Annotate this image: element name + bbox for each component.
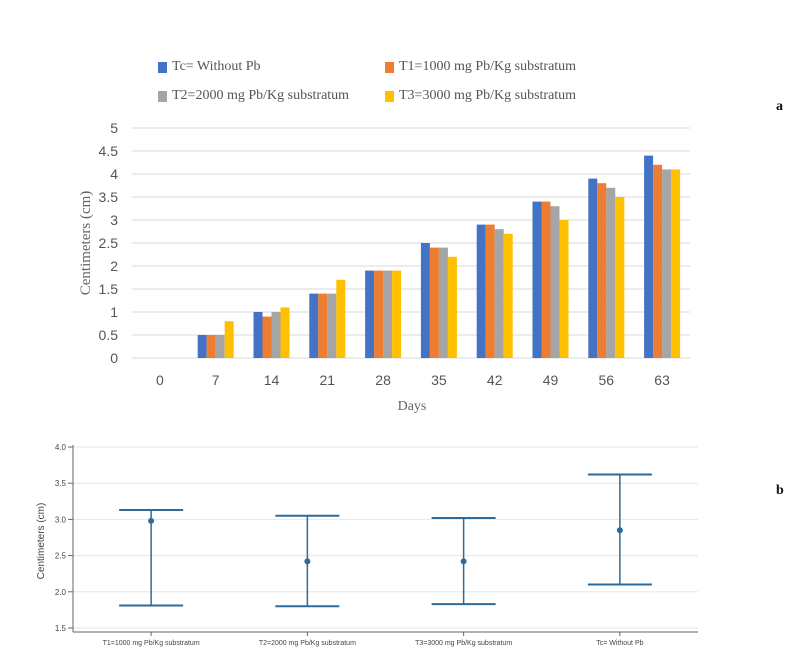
panel-label-a: a: [776, 99, 783, 114]
chart-b-gridlines: [73, 446, 698, 629]
chart-a-bar: [262, 316, 272, 358]
chart-b-y-tick-label: 2.0: [55, 588, 67, 597]
chart-b-x-tick-label: T2=2000 mg Pb/Kg substratum: [259, 640, 356, 647]
chart-a-x-tick-label: 35: [431, 372, 447, 388]
chart-a-bar: [494, 229, 504, 358]
legend-label-tc: Tc= Without Pb: [172, 59, 261, 74]
chart-a-bar: [476, 224, 486, 358]
chart-a-bar: [271, 312, 281, 358]
chart-a-y-tick-label: 3.5: [99, 189, 119, 205]
chart-a-bar: [318, 293, 328, 358]
legend-swatch-tc: [158, 61, 167, 73]
chart-a-bar: [503, 233, 513, 358]
chart-a-x-ticks: 0 7 14 21 28 35 42 49 56 63: [156, 372, 670, 388]
chart-a-bar-chart: 0 0.5 1 1.5 2 2.5 3 3.5 4 4.5 5 0 7 14 21 28 35 42 49 56 63…: [78, 120, 690, 414]
chart-b-error-bar-chart: 1.5 2.0 2.5 3.0 3.5 4.0 T1=1000 mg Pb/Kg subs…: [36, 443, 698, 647]
legend-swatch-t2: [158, 90, 167, 102]
chart-b-mean-point: [304, 558, 311, 565]
chart-a-bar: [653, 164, 663, 358]
chart-a-bar: [309, 293, 319, 358]
chart-b-mean-point: [616, 527, 623, 534]
chart-b-axes: [68, 445, 698, 636]
legend-item-t1: T1=1000 mg Pb/Kg substratum: [385, 59, 576, 75]
chart-a-y-tick-label: 3: [110, 212, 118, 228]
chart-a-y-tick-label: 4: [110, 166, 118, 182]
chart-a-x-tick-label: 56: [599, 372, 615, 388]
chart-a-bar: [447, 256, 457, 358]
chart-a-bar: [336, 279, 346, 358]
legend-swatch-t3: [385, 90, 394, 102]
chart-a-bar: [392, 270, 402, 358]
chart-a-y-tick-label: 5: [110, 120, 118, 136]
chart-a-x-tick-label: 63: [654, 372, 670, 388]
legend-item-t3: T3=3000 mg Pb/Kg substratum: [385, 88, 576, 104]
chart-b-mean-point: [148, 517, 155, 524]
chart-b-x-ticks: T1=1000 mg Pb/Kg substratum T2=2000 mg Pb…: [103, 640, 644, 647]
chart-a-bar: [559, 220, 569, 358]
legend-item-t2: T2=2000 mg Pb/Kg substratum: [158, 88, 349, 104]
chart-a-bar: [550, 206, 560, 358]
chart-a-bar: [420, 243, 430, 358]
chart-a-y-tick-label: 0.5: [99, 327, 119, 343]
chart-b-y-tick-label: 4.0: [55, 443, 67, 452]
chart-a-bar: [485, 224, 495, 358]
chart-a-y-tick-label: 2.5: [99, 235, 119, 251]
chart-a-x-tick-label: 49: [543, 372, 559, 388]
chart-a-y-tick-label: 4.5: [99, 143, 119, 159]
chart-a-bar: [224, 321, 234, 358]
chart-a-x-tick-label: 0: [156, 372, 164, 388]
chart-a-x-tick-label: 28: [375, 372, 391, 388]
chart-a-bar: [206, 335, 216, 358]
chart-a-y-ticks: 0 0.5 1 1.5 2 2.5 3 3.5 4 4.5 5: [99, 120, 119, 366]
chart-a-bar: [327, 293, 337, 358]
chart-a-y-tick-label: 1: [110, 304, 118, 320]
chart-b-error-bars: [119, 473, 652, 608]
chart-a-bar: [253, 312, 263, 358]
legend-swatch-t1: [385, 61, 394, 73]
chart-a-bar: [280, 307, 290, 358]
chart-b-y-tick-label: 2.5: [55, 552, 67, 561]
chart-b-y-tick-label: 3.0: [55, 515, 67, 524]
chart-a-y-axis-title: Centimeters (cm): [78, 191, 94, 296]
chart-a-x-tick-label: 42: [487, 372, 503, 388]
chart-a-x-tick-label: 21: [320, 372, 336, 388]
chart-b-mean-point: [460, 558, 467, 565]
chart-a-legend: Tc= Without Pb T1=1000 mg Pb/Kg substrat…: [0, 0, 807, 110]
legend-label-t1: T1=1000 mg Pb/Kg substratum: [399, 59, 577, 74]
chart-a-x-tick-label: 14: [264, 372, 280, 388]
chart-b-y-tick-label: 1.5: [55, 624, 67, 633]
chart-a-bar: [662, 169, 672, 358]
chart-a-bar: [532, 201, 542, 358]
legend-label-t3: T3=3000 mg Pb/Kg substratum: [399, 88, 577, 103]
panel-label-b: b: [776, 483, 784, 498]
chart-a-y-tick-label: 0: [110, 350, 118, 366]
chart-a-y-tick-label: 1.5: [99, 281, 119, 297]
chart-a-bar: [606, 187, 616, 358]
legend-label-t2: T2=2000 mg Pb/Kg substratum: [172, 88, 350, 103]
chart-a-bar: [615, 197, 625, 358]
chart-b-y-tick-label: 3.5: [55, 479, 67, 488]
chart-a-bar: [541, 201, 551, 358]
chart-a-bars: [197, 155, 681, 358]
chart-b-x-tick-label: T3=3000 mg Pb/Kg substratum: [415, 640, 512, 647]
chart-a-bar: [644, 155, 654, 358]
chart-a-bar: [438, 247, 448, 358]
chart-a-x-tick-label: 7: [212, 372, 220, 388]
chart-a-bar: [215, 335, 225, 358]
chart-b-y-axis-title: Centimeters (cm): [36, 503, 47, 580]
chart-b-x-tick-label: T1=1000 mg Pb/Kg substratum: [103, 640, 200, 647]
chart-b-x-tick-label: Tc= Without Pb: [596, 640, 643, 647]
chart-a-bar: [597, 183, 607, 358]
chart-a-x-axis-title: Days: [398, 399, 427, 414]
chart-a-bar: [671, 169, 681, 358]
chart-a-bar: [365, 270, 375, 358]
chart-a-bar: [197, 335, 207, 358]
chart-a-bar: [588, 178, 598, 358]
chart-a-y-tick-label: 2: [110, 258, 118, 274]
chart-a-bar: [374, 270, 384, 358]
legend-item-tc: Tc= Without Pb: [158, 59, 261, 75]
chart-a-bar: [383, 270, 393, 358]
chart-a-bar: [429, 247, 439, 358]
chart-b-y-ticks: 1.5 2.0 2.5 3.0 3.5 4.0: [55, 443, 67, 633]
